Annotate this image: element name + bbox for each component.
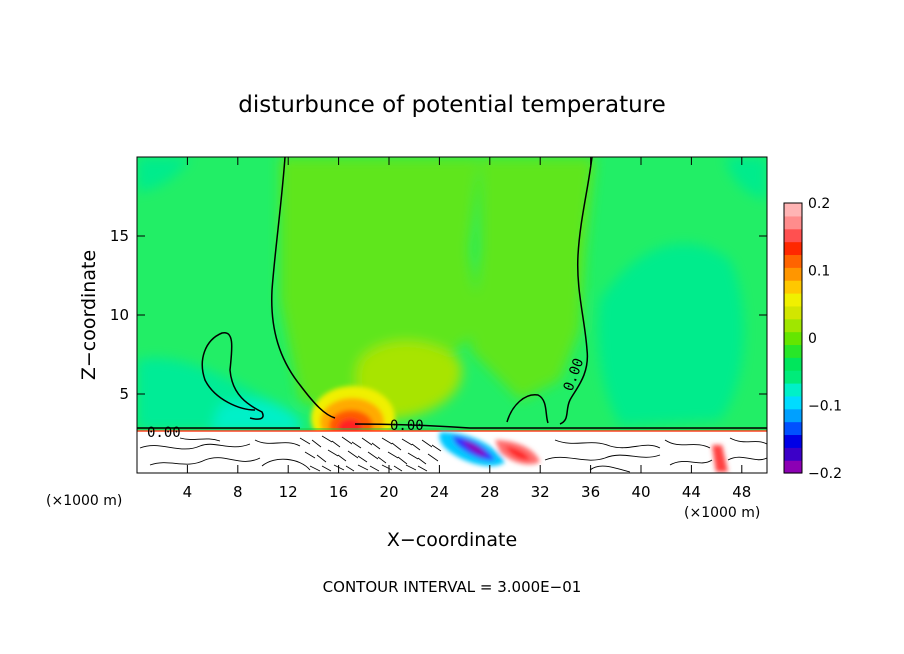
- y-tick-label: 5: [119, 385, 129, 403]
- zero-contour-surface: [137, 423, 767, 429]
- colorbar-segment: [784, 434, 802, 448]
- x-tick-label: 44: [682, 483, 701, 501]
- cool-field-topright: [725, 157, 767, 200]
- warm-field-right: [470, 157, 595, 400]
- contour-texture: [139, 437, 767, 473]
- colorbar-segment: [784, 267, 802, 281]
- y-axis-title-group: Z−coordinate: [78, 250, 100, 380]
- cold-patch-inner: [462, 440, 487, 456]
- colorbar-tick-label: −0.1: [808, 399, 842, 415]
- y-axis-title: Z−coordinate: [78, 250, 100, 380]
- colorbar-tick-label: 0.1: [808, 264, 830, 280]
- colorbar-tick-label: 0: [808, 331, 817, 347]
- zero-contour-left-column: [271, 157, 336, 419]
- chart-title: disturbunce of potential temperature: [238, 92, 666, 118]
- x-unit-left: (×1000 m): [46, 493, 122, 509]
- y-tick-label: 15: [110, 227, 129, 245]
- x-axis-title: X−coordinate: [387, 529, 517, 551]
- x-tick-label: 40: [631, 483, 650, 501]
- zero-contour-left-lobe: [201, 332, 264, 420]
- colorbar-tick-label: 0.2: [808, 196, 830, 212]
- contour-label: 0.00: [390, 418, 424, 434]
- colorbar-segment: [784, 228, 802, 243]
- colorbar-segment: [784, 421, 802, 436]
- colorbar-frame: [783, 202, 803, 474]
- x-tick-label: 20: [379, 483, 398, 501]
- zero-contour-right-lobe: [506, 394, 549, 424]
- x-tick-label: 32: [531, 483, 550, 501]
- x-tick-label: 12: [279, 483, 298, 501]
- x-tick-label: 8: [233, 483, 243, 501]
- colorbar-segment: [784, 331, 802, 346]
- colorbar-segment: [784, 254, 802, 268]
- colorbar-segment: [784, 215, 802, 230]
- cool-field-right: [598, 243, 744, 425]
- colorbar-segment: [784, 280, 802, 294]
- contour-label: 0.00: [147, 425, 181, 441]
- colorbar-segment: [784, 370, 802, 384]
- warm-streak-right: [712, 445, 728, 472]
- x-tick-label: 28: [480, 483, 499, 501]
- x-tick-label: 24: [430, 483, 449, 501]
- cyan-low-left: [210, 400, 300, 432]
- colorbar-segment: [784, 203, 802, 217]
- colorbar-segment: [784, 344, 802, 358]
- colorbar-segment: [784, 395, 802, 410]
- x-tick-label: 36: [581, 483, 600, 501]
- colorbar-tick-label: −0.2: [808, 466, 842, 482]
- colorbar: 0.2 0.1 0 −0.1 −0.2: [783, 196, 842, 482]
- x-unit-right: (×1000 m): [684, 505, 760, 521]
- colorbar-segment: [784, 357, 802, 371]
- y-tick-label: 10: [110, 306, 129, 324]
- colorbar-segment: [784, 318, 802, 333]
- colorbar-segment: [784, 293, 802, 307]
- colorbar-segment: [784, 383, 802, 397]
- contour-plot-area: 0.00 0.00 0.00: [137, 157, 767, 473]
- zero-contours: [137, 157, 767, 429]
- colorbar-segment: [784, 241, 802, 256]
- colorbar-segment: [784, 305, 802, 320]
- colorbar-segment: [784, 460, 802, 474]
- cool-field-topleft: [137, 157, 190, 192]
- zero-contour-right-column: [559, 157, 593, 425]
- warm-patch-inner: [505, 446, 530, 461]
- x-tick-label: 16: [329, 483, 348, 501]
- colorbar-segment: [784, 447, 802, 461]
- x-tick-label: 4: [183, 483, 193, 501]
- contour-interval-text: CONTOUR INTERVAL = 3.000E−01: [323, 578, 582, 596]
- colorbar-segment: [784, 408, 802, 423]
- x-tick-label: 48: [732, 483, 751, 501]
